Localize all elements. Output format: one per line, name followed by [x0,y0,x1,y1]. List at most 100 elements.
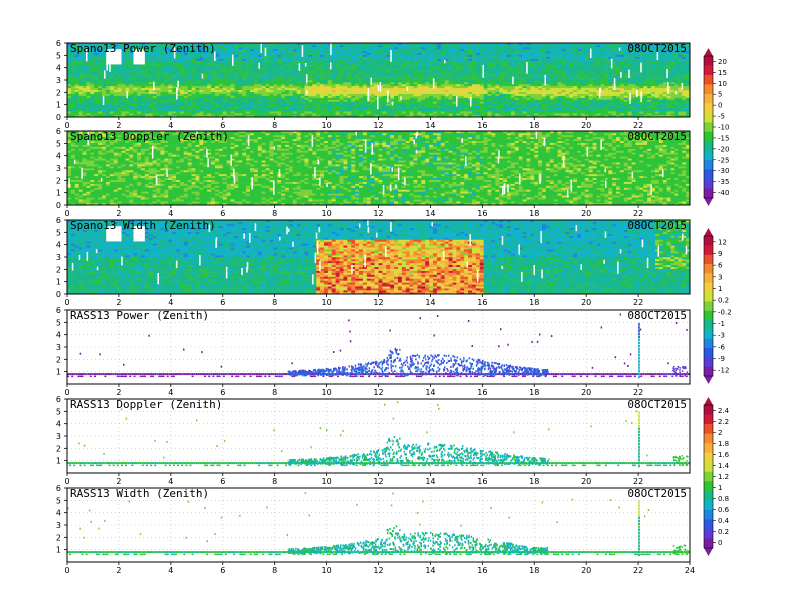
heat-cell [183,56,188,59]
heat-cell [506,68,512,71]
heat-cell [277,93,282,96]
heat-cell [471,87,477,91]
heat-cell [265,93,270,96]
heat-cell [160,89,165,92]
heat-cell [164,54,169,57]
heat-cell [300,103,305,106]
heat-cell [549,111,555,114]
heat-cell [452,93,457,96]
heat-cell [522,68,527,71]
heat-cell [117,72,122,75]
heat-cell [257,107,262,110]
heat-cell [327,54,333,57]
heat-cell [269,68,274,71]
heat-cell [542,68,547,71]
heat-cell [191,83,196,87]
heat-cell [242,83,247,87]
heat-cell [86,99,91,102]
heat-cell [429,56,434,59]
heat-cell [475,89,481,92]
heat-cell [495,64,500,67]
heat-cell [176,72,181,75]
heat-cell [152,48,157,52]
heat-cell [561,99,566,102]
heat-cell [320,46,325,50]
heat-cell [265,91,270,94]
heat-cell [257,80,262,83]
heat-cell [203,64,208,67]
heat-cell [366,68,372,71]
heat-cell [176,109,181,112]
heat-cell [148,87,153,91]
heat-cell [82,68,87,71]
heat-cell [464,115,469,118]
heat-cell [327,68,333,71]
heat-cell [288,64,294,67]
heat-cell [483,70,488,73]
heat-cell [113,76,118,79]
heat-cell [335,72,340,75]
heat-cell [374,54,379,57]
heat-cell [323,105,329,108]
heat-cell [222,89,227,92]
heat-cell [355,103,360,106]
heat-cell [577,105,582,108]
heat-cell [355,109,360,112]
heat-cell [195,54,200,57]
heat-cell [394,81,399,85]
heat-cell [425,101,430,104]
heat-cell [347,68,352,71]
heat-cell [164,52,169,55]
heat-cell [320,111,325,114]
heat-cell [323,54,329,57]
heat-cell [359,109,364,112]
heat-cell [133,103,138,106]
heat-cell [86,81,91,85]
heat-cell [144,78,150,81]
heat-cell [312,93,317,96]
heat-cell [542,62,547,65]
heat-cell [343,74,348,77]
heat-cell [273,64,278,67]
heat-cell [382,101,387,104]
heat-cell [246,89,251,92]
heat-cell [569,83,574,87]
heat-cell [304,64,309,67]
heat-cell [526,76,531,79]
heat-cell [378,50,383,54]
heat-cell [429,58,434,61]
heat-cell [105,91,111,94]
heat-cell [366,58,372,61]
heat-cell [503,72,508,75]
heat-cell [160,115,165,118]
heat-cell [242,80,247,83]
heat-cell [300,99,305,102]
heat-cell [390,64,395,67]
heat-cell [113,107,118,110]
heat-cell [448,91,453,94]
heat-cell [335,66,340,69]
heat-cell [518,103,523,106]
heat-cell [109,68,115,71]
heat-cell [144,93,150,96]
heat-cell [456,64,461,67]
heat-cell [386,52,391,55]
heat-cell [526,74,531,77]
heat-cell [359,64,364,67]
heat-cell [359,43,364,46]
heat-cell [397,97,403,100]
heat-cell [542,91,547,94]
heat-cell [242,74,247,77]
heat-cell [250,62,255,65]
heat-cell [448,52,453,55]
heat-cell [577,113,582,116]
heat-cell [250,78,255,81]
heat-cell [429,62,434,65]
heat-cell [460,50,465,54]
heat-cell [359,66,364,69]
heat-cell [401,115,407,118]
heat-cell [530,56,535,59]
heat-cell [316,99,321,102]
heat-cell [265,68,270,71]
heat-cell [98,70,103,73]
